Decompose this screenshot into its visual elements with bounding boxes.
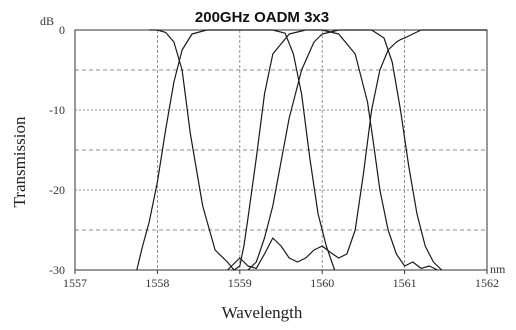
y-tick-label: -20: [49, 183, 65, 197]
x-tick-label: 1562: [475, 276, 499, 290]
x-tick-label: 1559: [228, 276, 252, 290]
y-axis-label: Transmission: [10, 116, 29, 208]
x-tick-label: 1560: [310, 276, 334, 290]
x-tick-label: 1557: [63, 276, 87, 290]
x-axis-label: Wavelength: [222, 303, 303, 322]
y-unit-label: dB: [40, 14, 54, 28]
y-tick-label: -10: [49, 103, 65, 117]
grid: [75, 30, 487, 270]
x-tick-label: 1558: [145, 276, 169, 290]
x-unit-label: nm: [490, 262, 506, 276]
series-line-2: [149, 29, 438, 271]
y-tick-label: -30: [49, 263, 65, 277]
chart-title: 200GHz OADM 3x3: [195, 9, 329, 26]
series-line-1: [136, 29, 336, 271]
y-tick-label: 0: [59, 23, 65, 37]
series-line-3: [247, 29, 443, 271]
series-line-4: [226, 29, 487, 271]
series-group: [136, 29, 487, 271]
tick-labels: 1557 1558 1559 1560 1561 1562 0 -10 -20 -30: [49, 23, 499, 290]
x-tick-label: 1561: [393, 276, 417, 290]
